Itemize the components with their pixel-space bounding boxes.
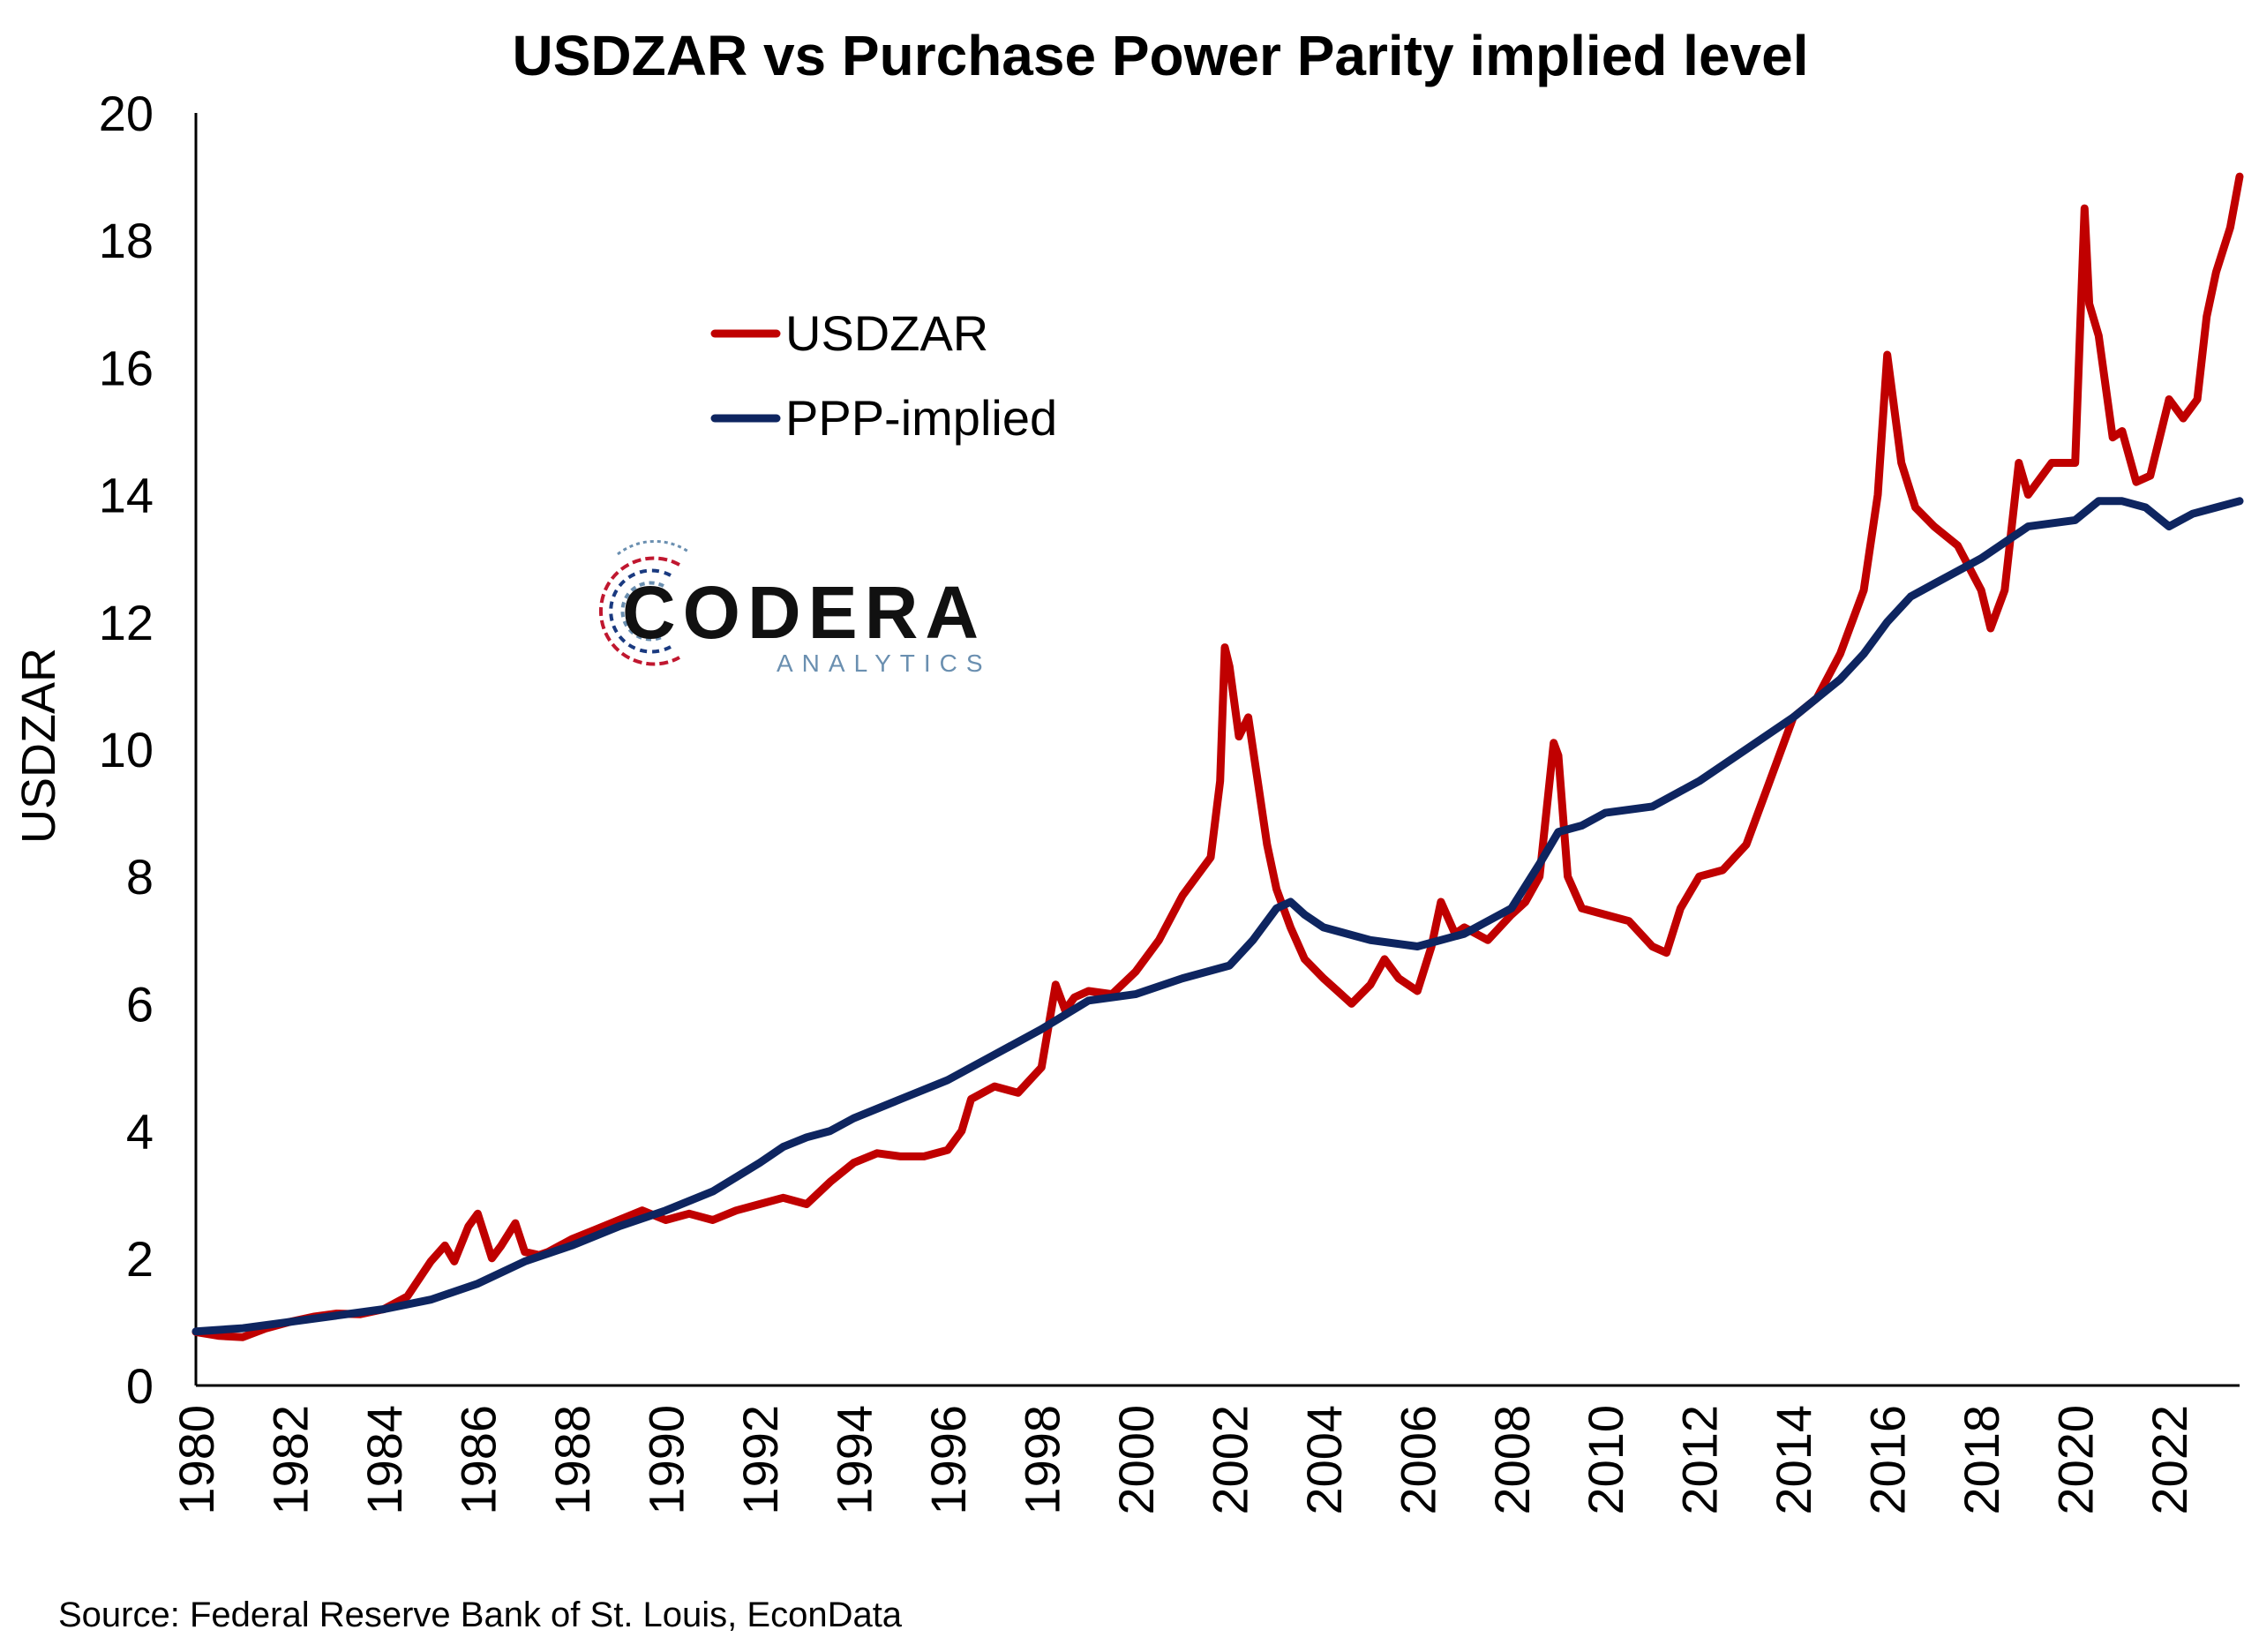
x-tick-label: 2012	[1672, 1405, 1728, 1515]
x-tick-label: 2022	[2142, 1405, 2197, 1515]
y-tick-label: 4	[126, 1104, 154, 1160]
y-tick-label: 14	[99, 468, 154, 523]
x-tick-label: 2008	[1484, 1405, 1540, 1515]
legend-label-ppp: PPP-implied	[785, 390, 1057, 446]
y-tick-label: 6	[126, 976, 154, 1032]
x-tick-label: 1994	[826, 1405, 882, 1515]
x-tick-label: 2014	[1766, 1405, 1821, 1515]
legend: USDZAR PPP-implied	[710, 305, 1057, 446]
x-tick-label: 1982	[262, 1405, 318, 1515]
x-tick-label: 2018	[1954, 1405, 2009, 1515]
x-tick-labels: 1980 1982 1984 1986 1988 1990 1992 1994 1996 1998…	[169, 1405, 2197, 1515]
codera-logo: CODERA ANALYTICS	[599, 539, 992, 677]
x-tick-label: 2000	[1108, 1405, 1164, 1515]
chart-title: USDZAR vs Purchase Power Parity implied …	[513, 24, 1809, 87]
y-tick-label: 10	[99, 722, 154, 777]
y-tick-label: 18	[99, 213, 154, 268]
x-tick-label: 1990	[638, 1405, 694, 1515]
y-tick-label: 8	[126, 849, 154, 905]
x-tick-label: 1996	[920, 1405, 976, 1515]
logo-text: CODERA	[622, 571, 986, 654]
x-tick-label: 2006	[1390, 1405, 1445, 1515]
y-tick-label: 12	[99, 595, 154, 650]
logo-subtext: ANALYTICS	[777, 650, 992, 677]
y-tick-label: 16	[99, 340, 154, 395]
series-group	[191, 172, 2244, 1341]
y-axis-label: USDZAR	[12, 648, 65, 844]
x-tick-label: 2016	[1860, 1405, 1916, 1515]
x-tick-label: 1984	[356, 1405, 412, 1515]
x-tick-label: 2010	[1578, 1405, 1633, 1515]
x-tick-label: 1986	[450, 1405, 506, 1515]
y-tick-label: 0	[126, 1358, 154, 1414]
x-tick-label: 2020	[2048, 1405, 2104, 1515]
axes	[194, 113, 2240, 1387]
y-tick-labels: 0 2 4 6 8 10 12 14 16 18 20	[99, 86, 154, 1414]
series-line-usdzar	[191, 172, 2244, 1341]
logo-mark-icon	[599, 539, 689, 666]
y-tick-label: 2	[126, 1231, 154, 1287]
x-tick-label: 1998	[1014, 1405, 1069, 1515]
x-tick-label: 1992	[732, 1405, 788, 1515]
y-tick-label: 20	[99, 86, 154, 141]
x-tick-label: 2004	[1296, 1405, 1352, 1515]
x-tick-label: 1980	[169, 1405, 224, 1515]
legend-label-usdzar: USDZAR	[785, 305, 988, 361]
x-tick-label: 2002	[1202, 1405, 1257, 1515]
x-tick-label: 1988	[544, 1405, 600, 1515]
series-line-ppp-implied	[191, 497, 2244, 1336]
source-note: Source: Federal Reserve Bank of St. Loui…	[58, 1596, 903, 1634]
